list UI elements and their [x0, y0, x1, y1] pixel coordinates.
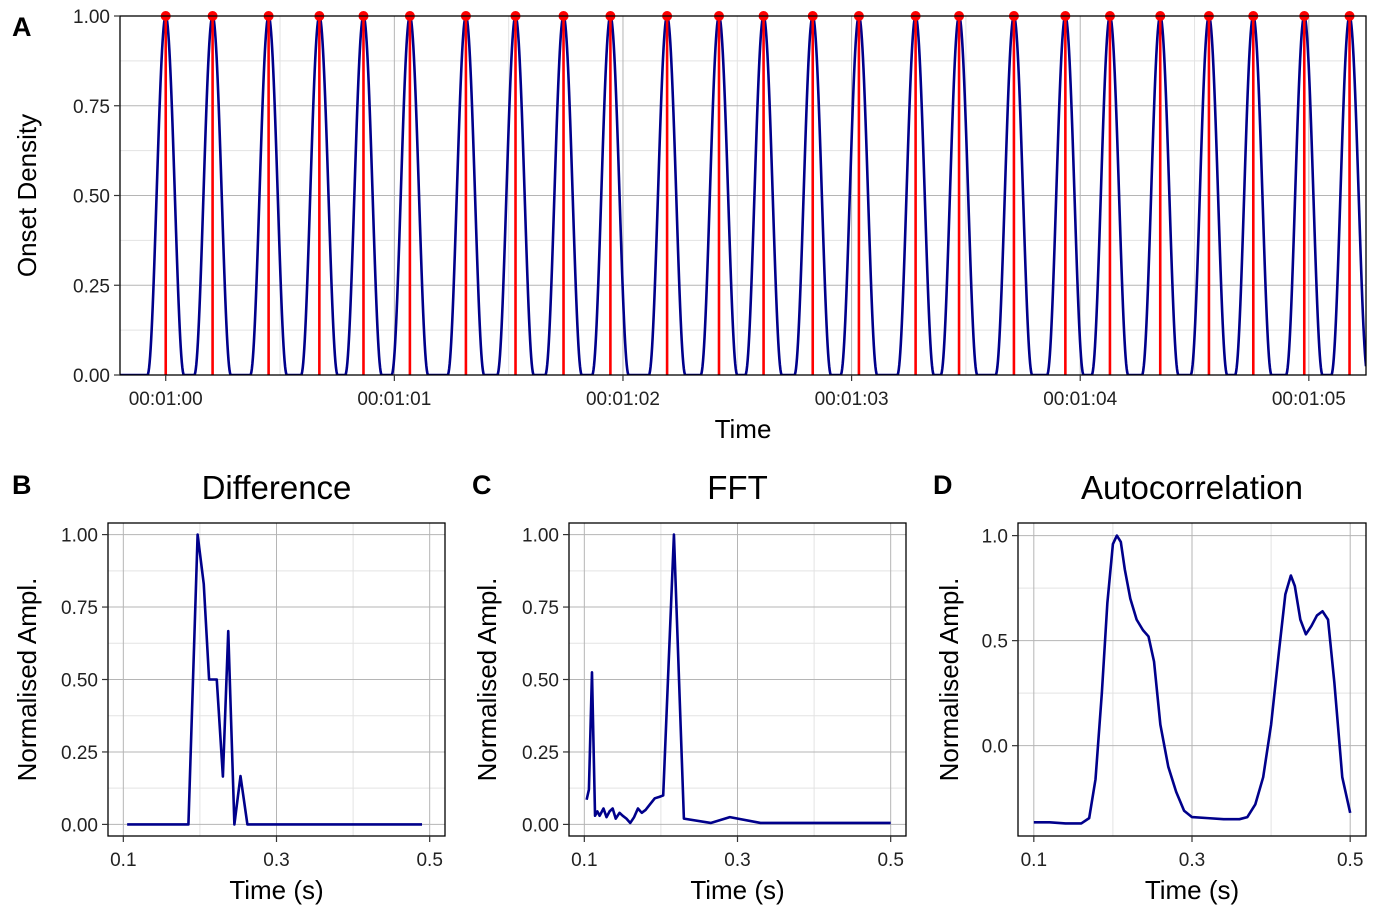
y-tick-label: 0.50: [73, 187, 110, 208]
panel-d: 0.1 0.3 0.5 0.0 0.5 1.0 Time (s) Normalised Amp…: [933, 469, 1367, 905]
y-tick-label: 0.75: [61, 598, 98, 619]
y-tick-label: 1.00: [61, 526, 98, 547]
x-axis-title: Time (s): [229, 875, 323, 905]
y-tick-label: 0.50: [522, 671, 559, 692]
y-tick-label: 0.00: [73, 366, 110, 387]
x-tick-label: 0.5: [1337, 850, 1363, 871]
y-tick-label: 0.75: [522, 598, 559, 619]
plot-area: [120, 16, 1366, 375]
plot-area: [127, 533, 423, 826]
panel-letter: A: [12, 12, 32, 42]
x-axis-title: Time: [715, 414, 772, 444]
y-axis-title: Normalised Ampl.: [472, 578, 502, 782]
y-tick-label: 0.0: [982, 737, 1008, 758]
panel-letter: D: [933, 470, 953, 500]
y-tick-label: 0.25: [522, 743, 559, 764]
x-tick-label: 0.3: [1179, 850, 1205, 871]
y-tick-label: 0.00: [522, 815, 559, 836]
x-tick-label: 0.1: [110, 850, 136, 871]
x-tick-label: 0.1: [571, 850, 597, 871]
x-tick-label: 0.5: [877, 850, 903, 871]
y-axis-title: Normalised Ampl.: [12, 578, 42, 782]
panel-b: 0.1 0.3 0.5 0.00 0.25 0.50 0.75 1.00 Time (s) Nor…: [12, 469, 446, 905]
x-tick-label: 00:01:00: [129, 389, 203, 410]
y-axis-title: Onset Density: [12, 114, 42, 277]
panel-c: 0.1 0.3 0.5 0.00 0.25 0.50 0.75 1.00 Time (s) Nor…: [472, 469, 907, 905]
y-axis-title: Normalised Ampl.: [934, 578, 964, 782]
x-tick-label: 00:01:03: [815, 389, 889, 410]
series-line: [1033, 534, 1352, 825]
y-tick-label: 1.00: [73, 7, 110, 28]
plot-area: [585, 533, 891, 825]
x-axis-title: Time (s): [1145, 875, 1239, 905]
y-tick-label: 0.75: [73, 97, 110, 118]
x-tick-label: 00:01:01: [357, 389, 431, 410]
series-line: [585, 533, 891, 825]
panel-letter: B: [12, 470, 32, 500]
panel-title: Difference: [202, 469, 352, 506]
x-tick-label: 00:01:02: [586, 389, 660, 410]
panel-title: FFT: [707, 469, 767, 506]
y-tick-label: 0.50: [61, 671, 98, 692]
x-tick-label: 0.1: [1021, 850, 1047, 871]
x-tick-label: 0.5: [416, 850, 442, 871]
x-tick-label: 00:01:04: [1043, 389, 1117, 410]
y-tick-label: 0.25: [61, 743, 98, 764]
plot-area: [1033, 534, 1352, 825]
panel-title: Autocorrelation: [1081, 469, 1303, 506]
panel-letter: C: [472, 470, 492, 500]
x-tick-label: 0.3: [263, 850, 289, 871]
x-axis-title: Time (s): [690, 875, 784, 905]
panel-a: 00:01:00 00:01:01 00:01:02 00:01:03 00:01:04…: [12, 7, 1367, 444]
density-line: [120, 16, 1366, 375]
x-tick-label: 00:01:05: [1272, 389, 1346, 410]
y-tick-label: 1.00: [522, 526, 559, 547]
y-tick-label: 0.5: [982, 632, 1008, 653]
series-line: [127, 533, 423, 826]
x-tick-label: 0.3: [724, 850, 750, 871]
y-tick-label: 0.00: [61, 815, 98, 836]
y-tick-label: 1.0: [982, 527, 1008, 548]
y-tick-label: 0.25: [73, 276, 110, 297]
